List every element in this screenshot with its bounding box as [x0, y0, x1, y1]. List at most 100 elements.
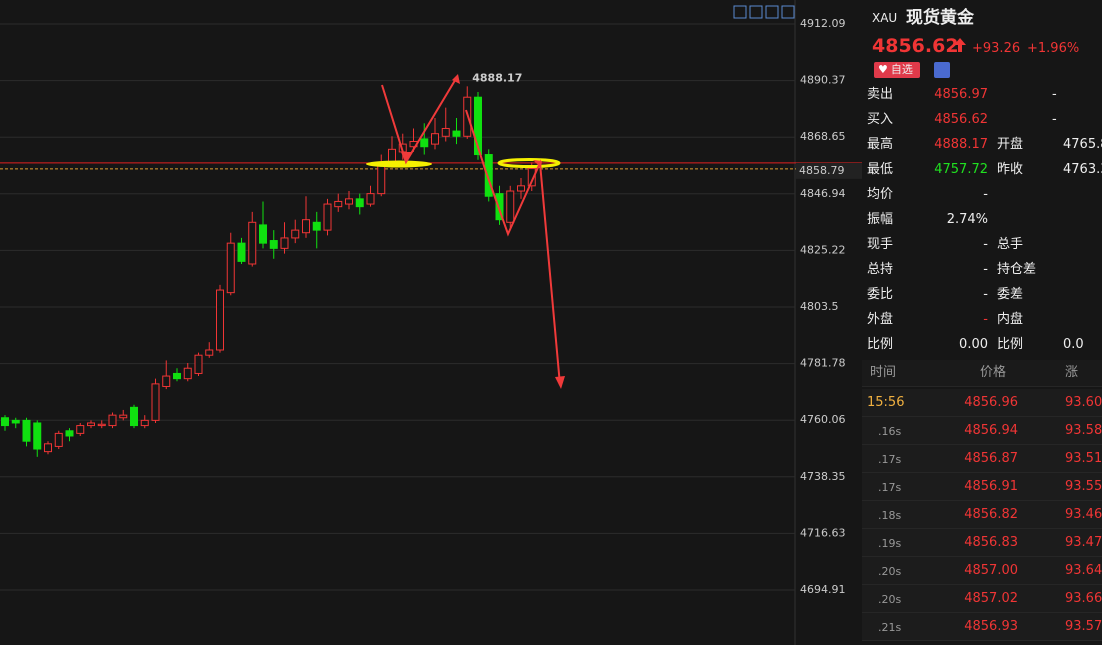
tick-row: [862, 501, 1102, 529]
candle-body: [22, 419, 31, 442]
candle-body: [431, 133, 439, 145]
tick-time: .16s: [878, 425, 902, 438]
quote-label: 最高: [867, 137, 894, 152]
price-tag: [796, 162, 862, 179]
candle-body: [130, 406, 138, 427]
tick-change: 93.57: [1065, 619, 1102, 634]
quote-value: 4765.8: [1063, 137, 1102, 152]
candle-body: [291, 229, 300, 239]
tick-row: [862, 417, 1102, 445]
alert-button[interactable]: [934, 62, 950, 78]
candle-body: [388, 148, 396, 163]
y-tick-label: 4803.5: [800, 300, 839, 313]
y-tick-label: 4716.63: [800, 526, 846, 539]
candle-body: [302, 219, 310, 234]
candle-body: [183, 367, 192, 380]
quote-label: 外盘: [867, 312, 894, 327]
watch-button[interactable]: ♥ 自选: [874, 62, 920, 78]
tool-icon[interactable]: [749, 5, 763, 19]
quote-label: 持仓差: [997, 262, 1037, 277]
y-tick-label: 4846.94: [800, 187, 846, 200]
quote-value: 0.00: [959, 337, 988, 352]
candle-body: [173, 372, 181, 380]
candle-body: [194, 354, 203, 374]
tick-price: 4856.94: [964, 423, 1018, 438]
quote-panel: XAU 现货黄金 4856.62 +93.26 +1.96% ♥ 自选 卖出 4856.97 - 买…: [862, 0, 1102, 645]
quote-label: 开盘: [997, 137, 1024, 152]
highlight: [497, 158, 561, 168]
tool-icon[interactable]: [733, 5, 747, 19]
tick-row: [862, 613, 1102, 641]
tick-time: .20s: [878, 565, 902, 578]
quote-label: 均价: [867, 187, 894, 202]
tick-change: 93.51: [1065, 451, 1102, 466]
plot: 4912.09 4890.37 4868.65 4846.94 4825.22 4803.…: [0, 17, 862, 596]
ticks-header: [862, 360, 1102, 387]
quote-label: 总手: [997, 237, 1024, 252]
price: 4856.62: [872, 35, 959, 57]
candle-body: [474, 96, 482, 156]
quote-label: 内盘: [997, 312, 1024, 327]
tick-price: 4857.00: [964, 563, 1018, 578]
candle-body: [484, 154, 493, 197]
tick-change: 93.64: [1065, 563, 1102, 578]
tick-change: 93.58: [1065, 423, 1102, 438]
tick-row: [862, 445, 1102, 473]
change: +93.26: [972, 41, 1021, 56]
candle-body: [226, 242, 235, 294]
y-tick-label: 4868.65: [800, 130, 846, 143]
quote-label: 总持: [867, 262, 894, 277]
tool-icon[interactable]: [781, 5, 795, 19]
y-tick-label: 4890.37: [800, 74, 846, 87]
tick-time: .17s: [878, 453, 902, 466]
arrowhead: [555, 376, 565, 389]
candle-body: [259, 224, 267, 244]
change-pct: +1.96%: [1027, 41, 1080, 56]
quote-value: -: [1052, 112, 1057, 127]
quote-value: -: [983, 287, 988, 302]
quote-value: 0.0: [1063, 337, 1084, 352]
arrow: [465, 109, 561, 386]
ticks-header-label: 时间: [870, 365, 897, 380]
ticks-header-label: 价格: [980, 365, 1007, 380]
quote-label: 比例: [867, 337, 894, 352]
candle-body: [11, 419, 20, 424]
quote-value: -: [983, 187, 988, 202]
quote-label: 买入: [867, 112, 894, 127]
tick-time: .19s: [878, 537, 902, 550]
tick-time: .18s: [878, 509, 902, 522]
quote-value: 4856.62: [934, 112, 988, 127]
candle-body: [312, 221, 321, 231]
candle-body: [527, 168, 536, 187]
candle-body: [33, 422, 42, 450]
tick-time: .21s: [878, 621, 902, 634]
tick-price: 4856.83: [964, 535, 1018, 550]
toolbar[interactable]: [733, 5, 795, 19]
candle-body: [216, 289, 224, 351]
tick-price: 4856.91: [964, 479, 1018, 494]
quote-value: -: [1052, 87, 1057, 102]
candle-body: [323, 203, 332, 231]
tick-price: 4857.02: [964, 591, 1018, 606]
tick-row: [862, 585, 1102, 613]
quote-label: 委差: [997, 287, 1024, 302]
tick-change: 93.66: [1065, 591, 1102, 606]
tool-icon[interactable]: [765, 5, 779, 19]
up-arrow: [954, 38, 966, 52]
tick-row: [862, 557, 1102, 585]
watch-label[interactable]: 自选: [890, 63, 913, 76]
candle-body: [420, 138, 429, 148]
candle-body: [151, 383, 160, 421]
tick-row: [862, 529, 1102, 557]
candle-body: [345, 198, 353, 205]
tick-price: 4856.96: [964, 395, 1018, 410]
heart-icon: ♥: [878, 63, 888, 76]
candle-body: [97, 423, 106, 427]
candle-body: [334, 200, 343, 208]
candle-body: [44, 443, 52, 453]
quote-value: 4856.97: [934, 87, 988, 102]
quote-label: 振幅: [867, 212, 894, 227]
candle-body: [65, 430, 74, 437]
candle-body: [119, 414, 128, 419]
chart: 4912.09 4890.37 4868.65 4846.94 4825.22 4803.…: [0, 0, 862, 645]
